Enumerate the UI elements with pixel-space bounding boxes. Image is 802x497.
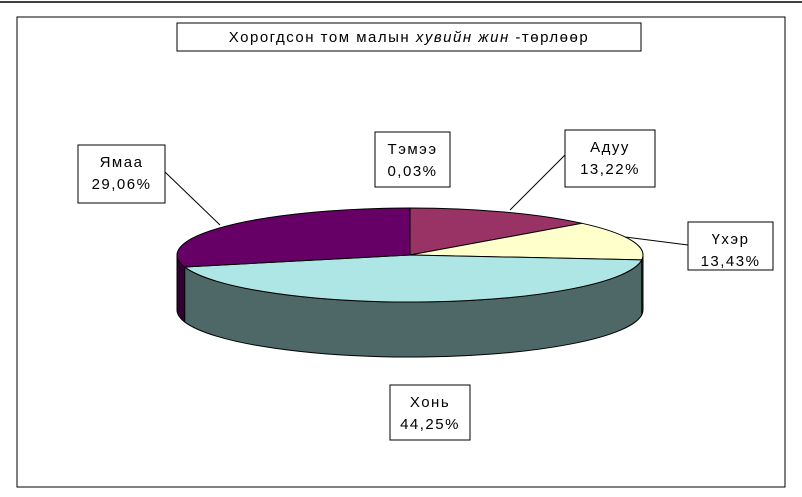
value-label: 0,03% (387, 163, 437, 180)
label-box (374, 131, 451, 188)
label-box (77, 144, 166, 204)
label-box (687, 221, 774, 271)
category-label: Адуу (590, 139, 630, 156)
title-part: хувийн жин (415, 29, 510, 46)
leader-line (624, 236, 689, 246)
label-box (389, 384, 471, 441)
category-label: Хонь (410, 394, 450, 411)
chart-frame (16, 16, 786, 488)
category-label: Үхэр (712, 231, 750, 248)
value-label: 13,43% (701, 253, 761, 270)
title-part: -төрлөөр (515, 29, 589, 46)
leader-line (164, 171, 221, 226)
leader-line (509, 154, 566, 211)
title-part: Хорогдсон том малын (229, 29, 410, 46)
value-label: 44,25% (400, 416, 460, 433)
chart-title: Хорогдсон том малын хувийн жин -төрлөөр (229, 29, 589, 46)
slice (176, 207, 411, 268)
value-label: 29,06% (92, 176, 152, 193)
label-box (564, 129, 656, 188)
slice (409, 222, 644, 261)
slice (183, 254, 643, 303)
value-label: 13,22% (580, 161, 640, 178)
category-label: Тэмээ (388, 141, 438, 158)
title-box (176, 22, 642, 52)
slice (409, 207, 583, 256)
category-label: Ямаа (100, 154, 144, 171)
